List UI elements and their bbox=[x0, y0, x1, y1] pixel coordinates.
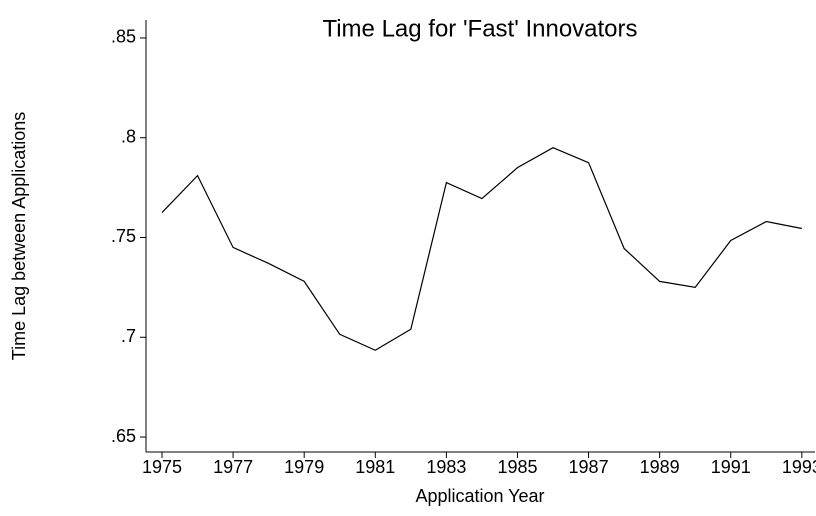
y-tick-label: .8 bbox=[121, 126, 136, 146]
y-tick-label: .7 bbox=[121, 326, 136, 346]
y-tick-label: .75 bbox=[111, 226, 136, 246]
x-tick-label: 1989 bbox=[640, 457, 680, 477]
line bbox=[161, 147, 802, 351]
x-tick-label: 1983 bbox=[426, 457, 466, 477]
x-tick-label: 1991 bbox=[711, 457, 751, 477]
x-axis-label: Application Year bbox=[415, 486, 544, 506]
y-tick-label: .65 bbox=[111, 426, 136, 446]
x-tick-label: 1977 bbox=[213, 457, 253, 477]
x-tick-label: 1979 bbox=[284, 457, 324, 477]
x-tick-label: 1993 bbox=[782, 457, 816, 477]
x-tick-label: 1975 bbox=[142, 457, 182, 477]
x-tick-label: 1987 bbox=[569, 457, 609, 477]
y-tick-label: .85 bbox=[111, 27, 136, 47]
y-axis-label: Time Lag between Applications bbox=[9, 112, 29, 360]
x-tick-label: 1981 bbox=[355, 457, 395, 477]
x-tick-label: 1985 bbox=[497, 457, 537, 477]
chart-title: Time Lag for 'Fast' Innovators bbox=[322, 15, 637, 42]
